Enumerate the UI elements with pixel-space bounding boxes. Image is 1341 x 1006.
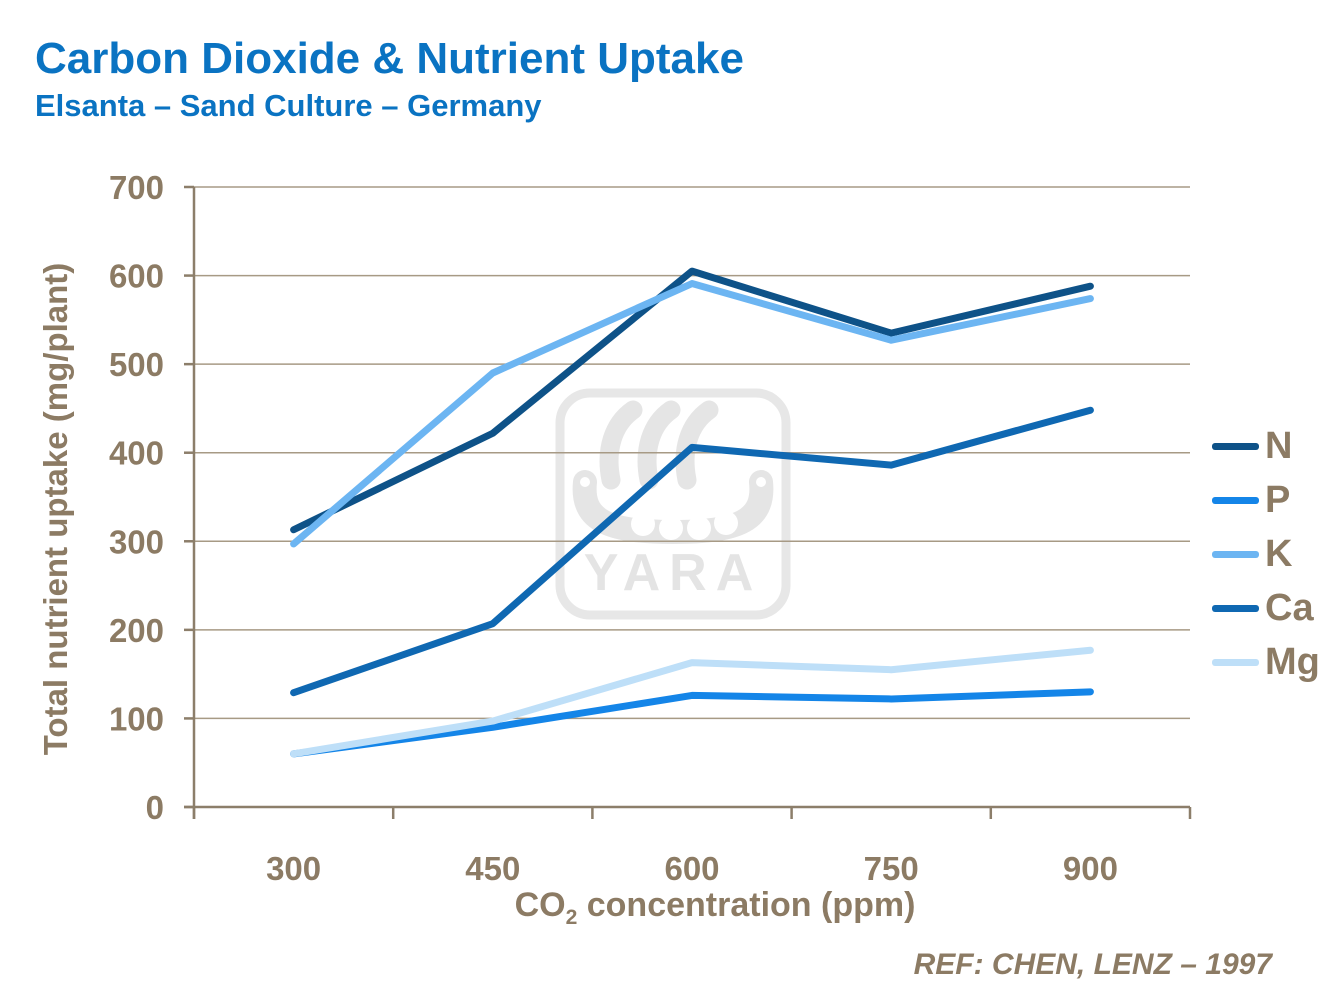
y-tick-label: 300 — [109, 523, 164, 560]
x-tick-label: 750 — [864, 850, 919, 887]
y-tick-label: 100 — [109, 700, 164, 737]
ship-shields — [580, 477, 766, 540]
legend-item-K: K — [1212, 535, 1292, 573]
y-tick-label: 400 — [109, 435, 164, 472]
x-axis-tick-labels: 300 450 600 750 900 — [266, 850, 1118, 887]
x-tick-label: 300 — [266, 850, 321, 887]
y-axis-tick-labels: 0 100 200 300 400 500 600 700 — [109, 169, 164, 826]
y-tick-label: 700 — [109, 169, 164, 206]
x-axis-title-rest: concentration (ppm) — [577, 886, 916, 924]
axes — [184, 185, 1192, 819]
y-tick-label: 500 — [109, 346, 164, 383]
legend-label-N: N — [1265, 425, 1293, 467]
legend-swatch-Mg — [1212, 658, 1259, 666]
x-tick-label: 600 — [664, 850, 719, 887]
x-tick-label: 450 — [465, 850, 520, 887]
watermark-frame — [555, 388, 791, 620]
series-line-Mg — [290, 646, 1094, 758]
series-line-P — [290, 688, 1094, 758]
y-tick-label: 600 — [109, 258, 164, 295]
x-axis-title: CO2 concentration (ppm) — [415, 886, 1015, 930]
x-axis-title-base: CO — [514, 886, 566, 924]
legend-label-P: P — [1265, 479, 1291, 521]
legend-item-P: P — [1212, 481, 1290, 519]
yara-watermark-logo: YARA — [555, 388, 791, 620]
legend-swatch-P — [1212, 496, 1259, 504]
reference-text: REF: CHEN, LENZ – 1997 — [913, 948, 1272, 981]
legend-item-N: N — [1212, 427, 1292, 465]
y-tick-label: 0 — [146, 789, 164, 826]
y-axis-title: Total nutrient uptake (mg/plant) — [37, 262, 74, 756]
legend-swatch-N — [1212, 442, 1259, 450]
series-line-K — [290, 280, 1094, 548]
legend-label-Ca: Ca — [1265, 587, 1314, 629]
x-tick-label: 900 — [1063, 850, 1118, 887]
series-lines — [290, 267, 1094, 758]
x-axis-title-subscript: 2 — [565, 905, 578, 929]
legend: N P K Ca Mg — [1212, 0, 1341, 1006]
legend-item-Ca: Ca — [1212, 589, 1314, 627]
viking-ship-icon — [572, 400, 774, 545]
legend-swatch-Ca — [1212, 604, 1259, 612]
series-line-Ca — [290, 406, 1094, 697]
page-subtitle: Elsanta – Sand Culture – Germany — [35, 88, 542, 123]
watermark-text: YARA — [584, 544, 763, 602]
legend-label-K: K — [1265, 533, 1293, 575]
y-tick-label: 200 — [109, 612, 164, 649]
series-line-N — [290, 267, 1094, 534]
legend-swatch-K — [1212, 550, 1259, 558]
page-title: Carbon Dioxide & Nutrient Uptake — [35, 34, 744, 83]
legend-label-Mg: Mg — [1265, 641, 1320, 683]
legend-item-Mg: Mg — [1212, 643, 1320, 681]
gridlines — [194, 186, 1190, 720]
